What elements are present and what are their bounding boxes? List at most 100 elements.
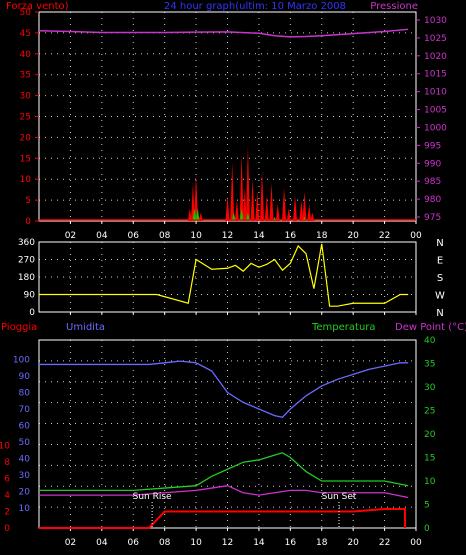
humidity-tick-label: 80 (19, 389, 31, 399)
wind-tick-label: 30 (20, 92, 32, 102)
gust-spike (195, 208, 200, 221)
humidity-tick-label: 60 (19, 422, 31, 432)
x-tick-label: 22 (379, 538, 390, 548)
x-tick-label: 10 (190, 231, 202, 241)
wind-tick-label: 5 (25, 196, 31, 206)
compass-label: E (437, 256, 443, 267)
compass-label: S (437, 273, 443, 284)
pressure-title: Pressione (370, 1, 418, 12)
wind-tick-label: 10 (20, 175, 32, 185)
pressure-tick-label: 975 (424, 213, 441, 223)
wind-spike (230, 162, 235, 221)
rain-tick-label: 6 (4, 475, 10, 485)
rain-tick-label: 4 (4, 491, 10, 501)
temperature-tick-label: 30 (424, 383, 436, 393)
x-tick-label: 18 (316, 538, 328, 548)
x-tick-label: 12 (222, 231, 233, 241)
wind-tick-label: 25 (20, 113, 31, 123)
direction-tick-label: 0 (29, 308, 35, 318)
direction-tick-label: 90 (24, 291, 36, 301)
x-tick-label: 08 (159, 231, 171, 241)
pressure-tick-label: 1010 (424, 88, 447, 98)
temperature-title: Temperatura (311, 322, 376, 333)
wind-spike (299, 200, 304, 221)
pressure-tick-label: 1000 (424, 123, 447, 133)
direction-tick-label: 180 (18, 273, 35, 283)
x-tick-label: 22 (379, 231, 390, 241)
gust-spike (192, 208, 197, 221)
wind-tick-label: 50 (20, 8, 32, 18)
temperature-tick-label: 0 (424, 524, 430, 534)
pressure-tick-label: 1015 (424, 70, 447, 80)
wind-tick-label: 15 (20, 154, 31, 164)
wind-spike (293, 195, 298, 221)
wind-spike (269, 183, 274, 221)
wind-spike (239, 154, 244, 221)
wind-tick-label: 0 (25, 217, 31, 227)
x-tick-label: 18 (316, 231, 328, 241)
x-tick-label: 16 (285, 231, 297, 241)
x-tick-label: 02 (65, 538, 76, 548)
x-tick-label: 12 (222, 538, 233, 548)
pressure-tick-label: 1020 (424, 52, 447, 62)
x-tick-label: 16 (285, 538, 297, 548)
gust-spike (239, 208, 244, 221)
temperature-tick-label: 15 (424, 454, 435, 464)
wind-spike (234, 200, 239, 221)
x-tick-label: 20 (347, 231, 359, 241)
pressure-line (38, 28, 409, 38)
rain-tick-label: 8 (4, 458, 10, 468)
humidity-tick-label: 20 (19, 488, 31, 498)
wind-spike (302, 191, 307, 221)
dewpoint-line (39, 485, 409, 499)
wind-spike (225, 195, 230, 221)
x-tick-label: 14 (253, 231, 265, 241)
x-tick-label: 06 (128, 231, 140, 241)
pressure-tick-label: 980 (424, 195, 441, 205)
wind-title: Forza vento) (6, 1, 69, 12)
rain-tick-label: 2 (4, 508, 10, 518)
humidity-tick-label: 50 (19, 438, 31, 448)
x-tick-label: 04 (96, 231, 108, 241)
wind-spike (275, 204, 280, 221)
wind-spike (282, 187, 287, 221)
temperature-tick-label: 25 (424, 407, 435, 417)
sunset-label: Sun Set (322, 492, 357, 502)
x-tick-label: 14 (253, 538, 265, 548)
pressure-tick-label: 1030 (424, 16, 447, 26)
humidity-tick-label: 70 (19, 405, 31, 415)
wind-spike (242, 187, 247, 221)
direction-tick-label: 360 (18, 238, 35, 248)
x-tick-label: 02 (65, 231, 76, 241)
temperature-line (39, 452, 409, 492)
rain-title: Pioggia (1, 322, 37, 333)
wind-spike (198, 212, 203, 221)
humidity-tick-label: 90 (19, 372, 31, 382)
wind-spike (194, 175, 199, 221)
chart-title: 24 hour graph(ultim: 10 Marzo 2008 (164, 1, 346, 12)
humidity-tick-label: 100 (13, 356, 30, 366)
wind-spike (250, 179, 255, 221)
rain-tick-label: 0 (4, 524, 10, 534)
humidity-title: Umidita (66, 322, 105, 333)
rain-line (39, 508, 407, 529)
humidity-tick-label: 10 (19, 504, 31, 514)
direction-tick-label: 270 (18, 256, 35, 266)
panel2-frame (38, 241, 417, 313)
panel1-frame (38, 11, 417, 222)
gust-spike (231, 212, 236, 221)
pressure-tick-label: 1025 (424, 34, 447, 44)
wind-tick-label: 20 (20, 133, 32, 143)
compass-label: W (435, 291, 445, 302)
temperature-tick-label: 5 (424, 501, 430, 511)
x-tick-label: 04 (96, 538, 108, 548)
wind-tick-label: 40 (20, 50, 32, 60)
panel3-frame (38, 339, 417, 529)
wind-spike (310, 212, 315, 221)
wind-spike (307, 204, 312, 221)
pressure-tick-label: 1005 (424, 106, 447, 116)
humidity-tick-label: 40 (19, 455, 31, 465)
direction-line (39, 243, 409, 307)
wind-tick-label: 35 (20, 71, 31, 81)
